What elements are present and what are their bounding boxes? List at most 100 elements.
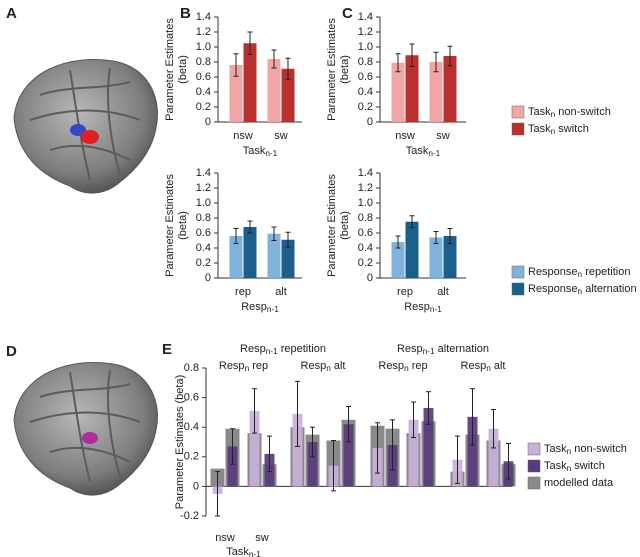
group-header-part: n-1	[266, 347, 278, 356]
y-tick-label: 0.6	[184, 392, 199, 404]
x-axis-title: Taskn-1	[226, 546, 261, 557]
y-axis-title: Parameter Estimates	[326, 18, 338, 121]
y-tick-label: 0	[193, 480, 199, 492]
legend-label: Taskn switch	[528, 123, 589, 136]
bar	[429, 62, 443, 122]
x-axis-title-part: n-1	[267, 305, 279, 314]
legend-label-part: Task	[528, 123, 551, 135]
bar	[408, 419, 419, 487]
legend-label-part: n	[551, 127, 556, 136]
panel-label: A	[6, 5, 17, 22]
error-bar	[247, 220, 253, 234]
error-bar	[331, 440, 336, 492]
y-tick-label: 0	[367, 272, 373, 284]
legend-swatch	[511, 105, 525, 119]
y-tick-label: 0.4	[196, 86, 211, 98]
group-header-part: n-1	[423, 347, 435, 356]
group-header-part: repetition	[278, 343, 326, 355]
panel-label: B	[180, 5, 191, 22]
y-tick-label: 0	[205, 272, 211, 284]
x-tick-label: rep	[235, 286, 251, 298]
x-axis-title: Taskn-1	[406, 145, 441, 158]
legend-label-part: Task	[544, 443, 567, 455]
legend-label-part: non-switch	[555, 106, 611, 118]
subgroup-header-part: Resp	[301, 360, 327, 372]
panel-label: D	[6, 343, 17, 360]
y-axis-title: Parameter Estimates	[164, 174, 176, 277]
error-bar	[215, 471, 220, 517]
y-axis-title: Parameter Estimates (beta)	[174, 375, 186, 510]
error-bar	[433, 231, 439, 244]
x-axis-title: Taskn-1	[243, 145, 278, 158]
error-bar	[433, 51, 439, 73]
error-bar	[491, 408, 496, 449]
y-tick-label: 1.2	[358, 182, 373, 194]
bar	[229, 65, 243, 122]
x-tick-label: nsw	[215, 532, 235, 544]
legend-label-part: n	[567, 464, 572, 473]
error-bar	[267, 435, 272, 473]
bar	[243, 227, 257, 278]
legend-label: Taskn non-switch	[528, 106, 611, 119]
subgroup-header-part: n	[326, 364, 331, 373]
x-axis-title-part: n-1	[428, 149, 440, 158]
error-bar	[409, 215, 415, 229]
x-tick-label: rep	[397, 286, 413, 298]
y-tick-label: 0.6	[196, 71, 211, 83]
legend-label-part: switch	[555, 123, 589, 135]
y-axis-title: (beta)	[339, 211, 351, 240]
group-header: Respn-1 repetition	[240, 343, 326, 356]
error-bar	[455, 435, 460, 484]
legend-label-part: repetition	[582, 266, 630, 278]
bar	[249, 410, 260, 487]
error-bar	[310, 426, 315, 458]
bar	[343, 424, 354, 487]
legend-label-part: Task	[528, 106, 551, 118]
legend-swatch	[527, 476, 541, 490]
error-bar	[470, 388, 475, 446]
error-bar	[271, 226, 277, 241]
error-bar	[395, 53, 401, 73]
subgroup-header-part: alt	[491, 360, 506, 372]
subgroup-header-part: Resp	[461, 360, 487, 372]
subgroup-header: Respn rep	[219, 360, 268, 373]
brain-image	[13, 361, 158, 496]
error-bar	[346, 405, 351, 443]
legend-label: modelled data	[544, 477, 614, 489]
panel-label: E	[162, 341, 172, 358]
group-header-part: Resp	[240, 343, 266, 355]
y-tick-label: 1.2	[196, 182, 211, 194]
y-tick-label: -0.2	[180, 510, 199, 522]
subgroup-header-part: Resp	[219, 360, 245, 372]
bar	[391, 62, 405, 122]
y-tick-label: 0.4	[358, 242, 373, 254]
bar	[488, 428, 499, 487]
bar	[405, 55, 419, 122]
legend-label: Responsen repetition	[528, 266, 630, 279]
x-axis-title: Respn-1	[241, 301, 279, 314]
y-tick-label: 0.6	[358, 71, 373, 83]
x-axis-title-part: Resp	[241, 301, 267, 313]
x-axis-title-part: Task	[243, 145, 266, 157]
y-tick-label: 1.0	[196, 41, 211, 53]
bar	[391, 242, 405, 278]
subgroup-header-part: rep	[249, 360, 268, 372]
subgroup-header-part: n	[486, 364, 491, 373]
y-tick-label: 0	[205, 116, 211, 128]
legend-label: Taskn switch	[544, 460, 605, 473]
group-header: Respn-1 alternation	[397, 343, 489, 356]
x-tick-label: sw	[255, 532, 269, 544]
error-bar	[390, 419, 395, 471]
error-bar	[409, 43, 415, 67]
x-axis-title-part: n-1	[249, 550, 261, 557]
legend-label-part: Response	[528, 266, 578, 278]
x-tick-label: sw	[436, 130, 450, 142]
error-bar	[447, 228, 453, 244]
bar	[292, 413, 303, 487]
error-bar	[230, 428, 235, 465]
x-axis-title-part: Resp	[404, 301, 430, 313]
subgroup-header-part: rep	[409, 360, 428, 372]
error-bar	[271, 49, 277, 69]
y-axis-title: (beta)	[339, 55, 351, 84]
y-tick-label: 0.2	[196, 101, 211, 113]
